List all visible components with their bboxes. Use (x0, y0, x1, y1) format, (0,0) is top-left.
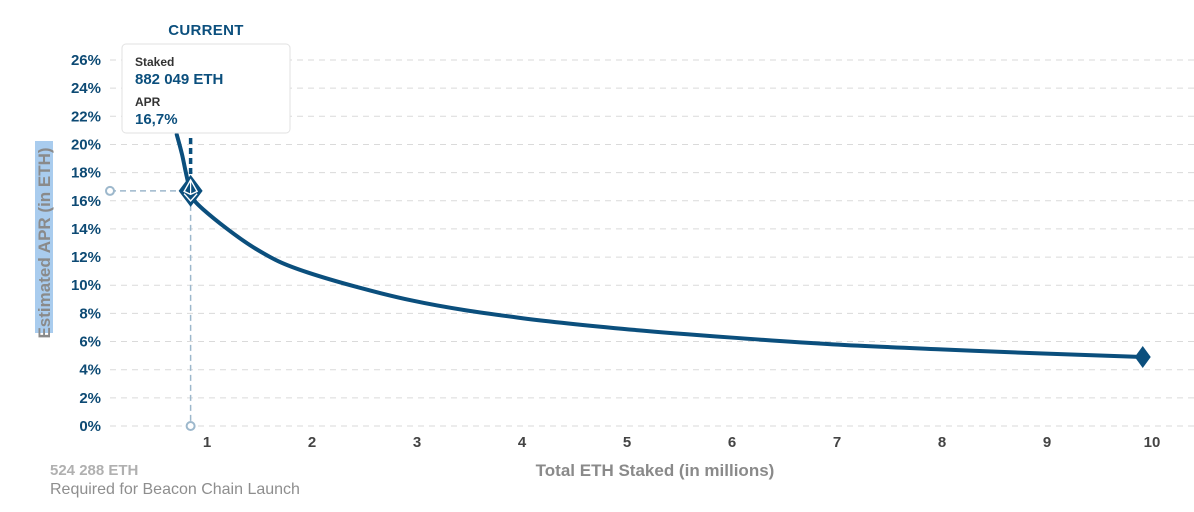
y-tick-label: 16% (71, 193, 101, 210)
y-tick-label: 8% (79, 305, 101, 322)
x-tick-label: 7 (833, 434, 841, 451)
x-tick-label: 3 (413, 434, 421, 451)
y-tick-label: 4% (79, 362, 101, 379)
y-tick-label: 0% (79, 418, 101, 435)
y-tick-label: 24% (71, 80, 101, 97)
x-tick-label: 6 (728, 434, 736, 451)
current-marker[interactable] (178, 174, 203, 207)
y-tick-label: 12% (71, 249, 101, 266)
y-axis-label-text: Estimated APR (in ETH) (35, 147, 54, 338)
y-axis-label-highlight (35, 141, 53, 333)
launch-requirement-value: 524 288 ETH (50, 462, 138, 479)
y-axis-label: Estimated APR (in ETH) (35, 141, 54, 339)
current-tooltip: Staked 882 049 ETH APR 16,7% (121, 43, 291, 134)
x-tick-label: 2 (308, 434, 316, 451)
y-tick-label: 14% (71, 221, 101, 238)
y-tick-label: 6% (79, 334, 101, 351)
x-tick-label: 9 (1043, 434, 1051, 451)
y-tick-label: 18% (71, 165, 101, 182)
y-guide-dot (105, 185, 115, 196)
y-tick-label: 22% (71, 108, 101, 125)
y-axis-ticks: 0% 2% 4% 6% 8% 10% 12% 14% 16% 18% 20% 22% 24% 26% (71, 52, 101, 435)
tooltip-apr-label: APR (135, 95, 161, 109)
ethereum-icon-lower (183, 193, 198, 202)
x-tick-label: 5 (623, 434, 631, 451)
current-guides (105, 138, 196, 431)
tooltip-box (121, 43, 291, 134)
x-tick-label: 4 (518, 434, 527, 451)
x-axis-label: Total ETH Staked (in millions) (536, 461, 775, 480)
x-axis-ticks: 1 2 3 4 5 6 7 8 9 10 (203, 434, 1161, 451)
y-tick-label: 20% (71, 136, 101, 153)
x-tick-label: 1 (203, 434, 211, 451)
x-tick-label: 8 (938, 434, 946, 451)
x-tick-label: 10 (1144, 434, 1161, 451)
tooltip-apr-value: 16,7% (135, 111, 178, 128)
y-tick-label: 10% (71, 277, 101, 294)
apr-curve-line (174, 132, 1145, 360)
y-tick-label: 26% (71, 52, 101, 69)
y-tick-label: 2% (79, 390, 101, 407)
tooltip-staked-value: 882 049 ETH (135, 71, 223, 88)
endpoint-diamond[interactable] (1134, 346, 1151, 369)
endpoint-marker[interactable] (1134, 346, 1151, 369)
launch-requirement-text: Required for Beacon Chain Launch (50, 481, 300, 498)
grid-lines (110, 59, 1194, 427)
x-guide-dot (185, 421, 196, 431)
current-label: CURRENT (168, 22, 243, 39)
tooltip-staked-label: Staked (135, 55, 174, 69)
